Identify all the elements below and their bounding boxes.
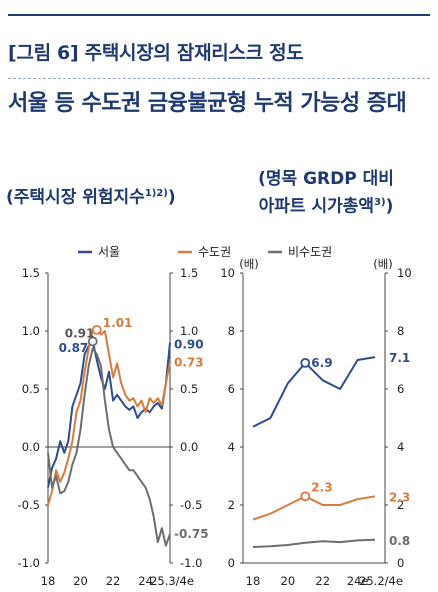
top-rule bbox=[8, 14, 430, 16]
left-y2tick-label-0: -1.0 bbox=[180, 556, 202, 570]
left-xtick-label-3: 24 bbox=[138, 574, 153, 588]
left-xtick-label-4: 25.3/4e bbox=[150, 574, 194, 588]
right-y2tick-label-1: 2 bbox=[397, 498, 404, 512]
right-series-line-2 bbox=[252, 538, 376, 548]
right-panel-label-line2: 아파트 시가총액3)) bbox=[228, 191, 424, 219]
right-ytick-label-5: 10 bbox=[220, 266, 235, 280]
left-y2tick-label-1: -0.5 bbox=[180, 498, 202, 512]
left-ytick-label-3: 0.5 bbox=[22, 382, 40, 396]
figure-title: [그림 6] 주택시장의 잠재리스크 정도 bbox=[8, 42, 304, 64]
left-y2tick-label-4: 1.0 bbox=[180, 324, 198, 338]
left-series-line-2 bbox=[47, 347, 171, 547]
right-ylabel-right: (배) bbox=[373, 257, 393, 271]
left-data-label-0: 0.91 bbox=[65, 326, 95, 340]
right-panel-label-line2-text: 아파트 시가총액 bbox=[258, 196, 375, 217]
left-ytick-label-5: 1.5 bbox=[22, 266, 40, 280]
right-y2tick-label-0: 0 bbox=[397, 556, 404, 570]
left-xtick-label-1: 20 bbox=[73, 574, 88, 588]
left-data-label-5: -0.75 bbox=[174, 527, 209, 541]
left-series-line-1 bbox=[47, 328, 171, 506]
left-xtick-label-2: 22 bbox=[106, 574, 121, 588]
right-xtick-label-3: 24e bbox=[347, 574, 369, 588]
left-panel-label: (주택시장 위험지수1)2)) bbox=[6, 182, 176, 210]
right-ytick-label-3: 6 bbox=[228, 382, 235, 396]
right-series-line-0 bbox=[252, 356, 376, 428]
left-y2tick-label-5: 1.5 bbox=[180, 266, 198, 280]
right-ytick-label-4: 8 bbox=[228, 324, 235, 338]
right-data-label-1: 2.3 bbox=[311, 480, 332, 494]
right-panel-label-line1: (명목 GRDP 대비 bbox=[258, 169, 394, 189]
left-panel-label-text: (주택시장 위험지수 bbox=[6, 187, 145, 208]
left-xtick-label-0: 18 bbox=[41, 574, 56, 588]
left-series-line-0 bbox=[47, 340, 171, 488]
right-ytick-label-2: 4 bbox=[228, 440, 235, 454]
left-panel-footnote: 1)2) bbox=[144, 188, 168, 199]
left-ytick-label-2: 0.0 bbox=[22, 440, 40, 454]
left-ytick-label-4: 1.0 bbox=[22, 324, 40, 338]
right-xtick-label-0: 18 bbox=[246, 574, 261, 588]
right-series-line-1 bbox=[252, 495, 376, 521]
left-ytick-label-0: -1.0 bbox=[18, 556, 40, 570]
left-marker-2 bbox=[91, 324, 102, 335]
right-panel-label-line2-close: ) bbox=[385, 196, 394, 217]
right-marker-1 bbox=[300, 491, 311, 502]
dashed-separator bbox=[8, 78, 430, 79]
right-ytick-label-0: 0 bbox=[228, 556, 235, 570]
left-data-label-1: 0.87 bbox=[59, 341, 89, 355]
right-data-label-4: 0.8 bbox=[389, 534, 410, 548]
left-y2tick-label-2: 0.0 bbox=[180, 440, 198, 454]
left-panel-label-close: ) bbox=[167, 187, 176, 208]
left-marker-0 bbox=[87, 336, 98, 347]
right-y2tick-label-5: 10 bbox=[397, 266, 412, 280]
right-y2tick-label-4: 8 bbox=[397, 324, 404, 338]
right-data-label-2: 7.1 bbox=[389, 351, 410, 365]
legend-label-0: 서울 bbox=[98, 245, 120, 259]
right-panel-footnote: 3) bbox=[374, 197, 386, 208]
right-ylabel-left: (배) bbox=[239, 257, 259, 271]
right-data-label-0: 6.9 bbox=[311, 356, 332, 370]
legend-label-1: 수도권 bbox=[198, 245, 231, 259]
right-xtick-label-2: 22 bbox=[315, 574, 330, 588]
right-ytick-label-1: 2 bbox=[228, 498, 235, 512]
right-panel-label: (명목 GRDP 대비 아파트 시가총액3)) bbox=[228, 168, 424, 219]
left-data-label-3: 0.90 bbox=[174, 338, 204, 352]
left-y2tick-label-3: 0.5 bbox=[180, 382, 198, 396]
right-xtick-label-4: 25.2/4e bbox=[359, 574, 403, 588]
right-data-label-3: 2.3 bbox=[389, 490, 410, 504]
legend-label-2: 비수도권 bbox=[288, 245, 332, 259]
left-data-label-4: 0.73 bbox=[174, 355, 204, 369]
figure-subtitle: 서울 등 수도권 금융불균형 누적 가능성 증대 bbox=[8, 91, 407, 116]
right-marker-0 bbox=[300, 357, 311, 368]
right-y2tick-label-2: 4 bbox=[397, 440, 404, 454]
right-y2tick-label-3: 6 bbox=[397, 382, 404, 396]
left-data-label-2: 1.01 bbox=[103, 316, 133, 330]
right-xtick-label-1: 20 bbox=[281, 574, 296, 588]
left-ytick-label-1: -0.5 bbox=[18, 498, 40, 512]
